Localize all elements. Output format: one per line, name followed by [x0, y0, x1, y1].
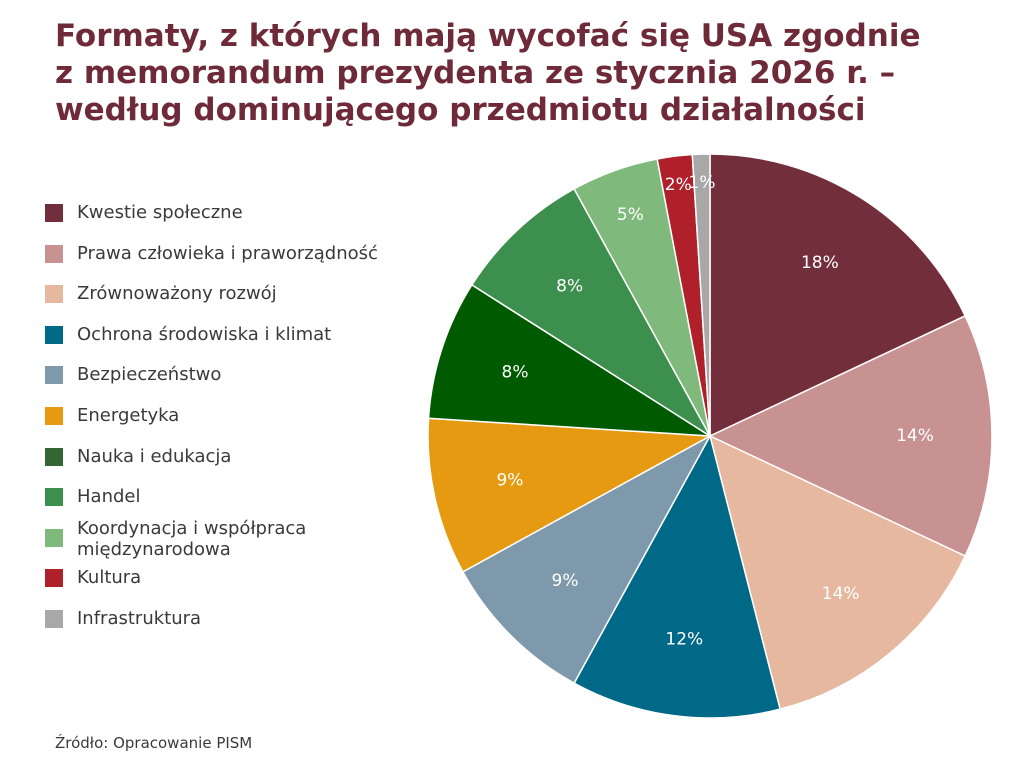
- pie-slice: [427, 417, 713, 573]
- legend-label: Infrastruktura: [77, 607, 202, 629]
- legend-swatch: [45, 366, 63, 385]
- legend-swatch: [45, 285, 63, 304]
- legend-swatch: [45, 447, 63, 466]
- legend-swatch: [45, 244, 63, 263]
- source-note: Źródło: Opracowanie PISM: [55, 734, 253, 752]
- legend-swatch: [45, 204, 63, 222]
- pie-data-label: 8%: [502, 363, 529, 383]
- pie-slice: [709, 153, 967, 438]
- legend-item: Energetyka: [45, 405, 415, 446]
- pie-slice: [691, 153, 711, 437]
- pie-data-label: 14%: [896, 426, 934, 446]
- legend-label: Prawa człowieka i praworządność: [77, 242, 378, 264]
- pie-slice: [573, 433, 782, 719]
- chart-title: Formaty, z których mają wycofać się USA …: [55, 18, 995, 129]
- chart-title-line-2: z memorandum prezydenta ze stycznia 2026…: [55, 55, 896, 91]
- pie-slice: [470, 187, 711, 437]
- pie-data-label: 8%: [556, 277, 583, 297]
- legend-label: Energetyka: [77, 404, 180, 426]
- legend-label: Nauka i edukacja: [77, 445, 232, 467]
- pie-slice: [427, 283, 711, 437]
- legend-item: Handel: [45, 486, 415, 527]
- pie-data-label: 12%: [665, 629, 703, 649]
- legend-item: Kultura: [45, 567, 415, 608]
- pie-slice: [708, 434, 967, 711]
- pie-data-label: 18%: [801, 253, 839, 273]
- legend-item: Nauka i edukacja: [45, 446, 415, 487]
- pie-data-label: 2%: [665, 175, 692, 195]
- legend-label: Kultura: [77, 567, 142, 589]
- chart-title-line-1: Formaty, z których mają wycofać się USA …: [55, 18, 921, 54]
- legend-swatch: [45, 488, 63, 507]
- pie-slice: [708, 314, 993, 558]
- chart-title-line-3: według dominującego przedmiotu działalno…: [55, 92, 866, 128]
- pie-data-label: 9%: [496, 471, 523, 491]
- legend-label: Handel: [77, 486, 141, 508]
- legend-swatch: [45, 609, 63, 628]
- legend-item: Koordynacja i współpraca międzynarodowa: [45, 518, 415, 568]
- legend-item: Bezpieczeństwo: [45, 364, 415, 405]
- legend-swatch: [45, 325, 63, 344]
- legend-item: Kwestie społeczne: [45, 202, 415, 243]
- pie-data-label: 9%: [552, 571, 579, 591]
- legend-label: Koordynacja i współpraca międzynarodowa: [77, 517, 307, 560]
- pie-data-label: 1%: [689, 173, 716, 193]
- legend-item: Zrównoważony rozwój: [45, 283, 415, 324]
- pie-data-label: 14%: [822, 584, 860, 604]
- legend-label: Ochrona środowiska i klimat: [77, 323, 332, 345]
- legend-label: Bezpieczeństwo: [77, 364, 222, 386]
- legend-label: Kwestie społeczne: [77, 202, 243, 223]
- legend-item: Ochrona środowiska i klimat: [45, 324, 415, 365]
- legend-item: Infrastruktura: [45, 608, 415, 649]
- legend-item: Prawa człowieka i praworządność: [45, 243, 415, 284]
- legend-swatch: [45, 528, 63, 547]
- chart-legend: Kwestie społeczne Prawa człowieka i prawo…: [45, 202, 415, 649]
- pie-data-label: 5%: [617, 205, 644, 225]
- legend-label: Zrównoważony rozwój: [77, 283, 277, 305]
- legend-swatch: [45, 569, 63, 588]
- legend-swatch: [45, 406, 63, 425]
- pie-slice: [461, 434, 712, 685]
